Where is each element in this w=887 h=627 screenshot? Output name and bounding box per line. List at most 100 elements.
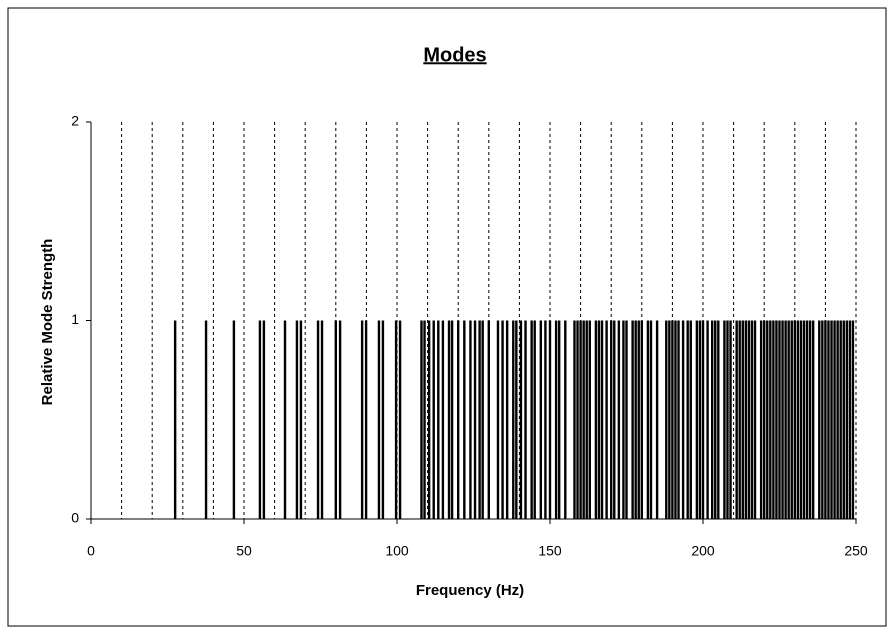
bar [714, 320, 717, 519]
bar [842, 320, 845, 519]
bar [784, 320, 787, 519]
bar [677, 320, 680, 519]
bar [836, 320, 839, 519]
bar [781, 320, 784, 519]
bar [432, 320, 435, 519]
bar [557, 320, 561, 519]
bar [398, 320, 402, 519]
bar [769, 320, 772, 519]
bar [747, 320, 751, 519]
bar [796, 320, 800, 519]
bar [772, 320, 775, 519]
bar [437, 320, 440, 519]
bar [634, 320, 637, 519]
bar [232, 320, 236, 519]
bar [283, 320, 287, 519]
bar [579, 320, 582, 519]
bar [799, 320, 803, 519]
x-tick-label: 50 [236, 543, 252, 559]
bar [717, 320, 720, 519]
bar [573, 320, 576, 519]
bar [258, 320, 262, 519]
bar [674, 320, 677, 519]
bar [505, 320, 509, 519]
bar [473, 320, 477, 519]
bar [496, 320, 500, 519]
bar [394, 320, 398, 519]
bar [334, 320, 337, 519]
bar [613, 320, 616, 519]
bar [753, 320, 757, 519]
bar [481, 320, 484, 519]
x-tick-label: 0 [87, 543, 95, 559]
bar [423, 320, 426, 519]
bar [665, 320, 668, 519]
bar [763, 320, 766, 519]
bar [564, 320, 567, 519]
bar [824, 320, 827, 519]
y-axis-label: Relative Mode Strength [39, 239, 56, 406]
bar [295, 320, 299, 519]
bar [554, 320, 558, 519]
bar [585, 320, 588, 519]
bar [818, 320, 821, 519]
bar [519, 320, 523, 519]
chart-title: Modes [423, 44, 486, 66]
y-tick-label: 1 [71, 311, 79, 327]
bar [655, 320, 659, 519]
bar [364, 320, 368, 519]
bar [802, 320, 806, 519]
bar [845, 320, 849, 519]
bar [597, 320, 601, 519]
bar [539, 320, 543, 519]
bar [790, 320, 793, 519]
bar [576, 320, 579, 519]
bar [646, 320, 650, 519]
bar [839, 320, 842, 519]
bar [447, 320, 451, 519]
bar [463, 320, 466, 519]
bar [637, 320, 640, 519]
bar [735, 320, 738, 519]
bar [671, 320, 674, 519]
bar [775, 320, 778, 519]
bar [530, 320, 533, 519]
bar [805, 320, 809, 519]
bar [668, 320, 671, 519]
bar [681, 320, 685, 519]
bar [316, 320, 320, 519]
chart-frame [7, 7, 887, 627]
bar [848, 320, 852, 519]
bar [588, 320, 591, 519]
bar [649, 320, 653, 519]
bar [706, 320, 709, 519]
bar [450, 320, 454, 519]
bar [544, 320, 547, 519]
bar [833, 320, 836, 519]
bar [701, 320, 705, 519]
bar [689, 320, 692, 519]
bar [631, 320, 634, 519]
bar [512, 320, 515, 519]
bar [582, 320, 585, 519]
bar [759, 320, 763, 519]
bar [617, 320, 621, 519]
bar [457, 320, 460, 519]
x-axis-label: Frequency (Hz) [416, 582, 524, 599]
bar [851, 320, 855, 519]
bar [299, 320, 303, 519]
bar [605, 320, 608, 519]
bar [533, 320, 536, 519]
bar [811, 320, 815, 519]
bar [686, 320, 689, 519]
bar [640, 320, 643, 519]
bar [262, 320, 266, 519]
bar [338, 320, 342, 519]
bar [726, 320, 729, 519]
bar [610, 320, 613, 519]
x-tick-label: 200 [691, 543, 715, 559]
bar [744, 320, 748, 519]
bar [695, 320, 699, 519]
bar [766, 320, 769, 519]
